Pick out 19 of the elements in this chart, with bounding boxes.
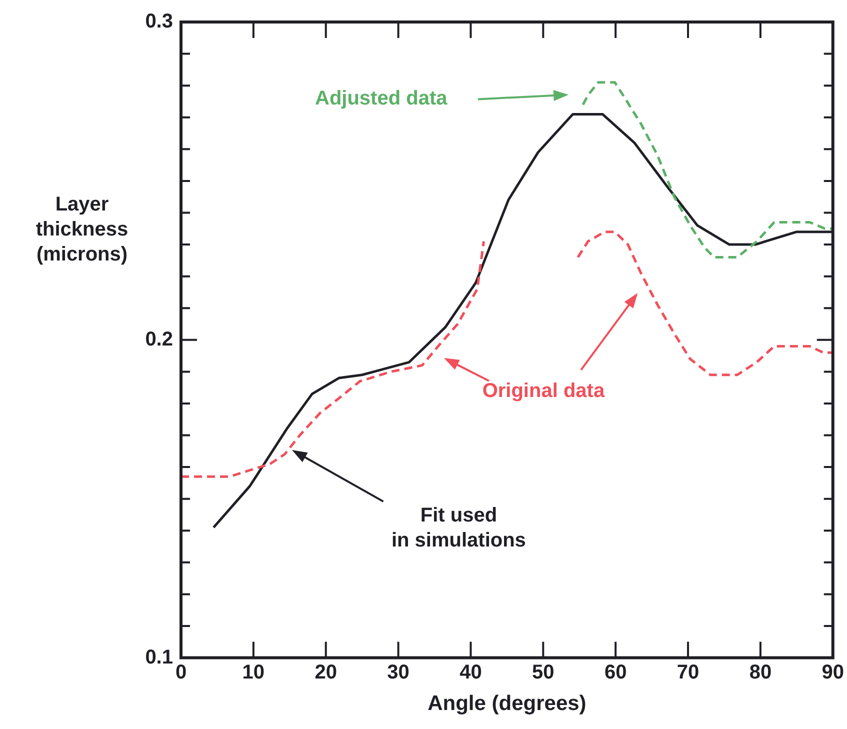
- x-tick-label: 50: [532, 661, 554, 684]
- annotation: Adjusted data: [315, 87, 448, 110]
- line-series: [582, 81, 833, 258]
- x-tick-label: 0: [175, 661, 187, 684]
- x-tick-label: 40: [460, 661, 482, 684]
- x-axis-title: Angle (degrees): [428, 692, 586, 716]
- x-tick-label: 90: [822, 661, 844, 684]
- x-tick-label: 60: [604, 661, 627, 684]
- annotation: Fit used in simulations: [391, 504, 526, 552]
- y-axis-title: Layer thickness (microns): [36, 194, 128, 266]
- x-tick-label: 20: [314, 661, 337, 684]
- x-tick-label: 10: [242, 661, 265, 684]
- x-tick-label: 70: [676, 661, 700, 684]
- x-tick-label: 30: [387, 661, 410, 684]
- x-tick-label: 80: [749, 661, 772, 684]
- annotation: Original data: [482, 380, 606, 402]
- y-tick-label: 0.1: [145, 646, 173, 668]
- y-tick-label: 0.2: [145, 328, 173, 350]
- y-tick-label: 0.3: [145, 10, 173, 33]
